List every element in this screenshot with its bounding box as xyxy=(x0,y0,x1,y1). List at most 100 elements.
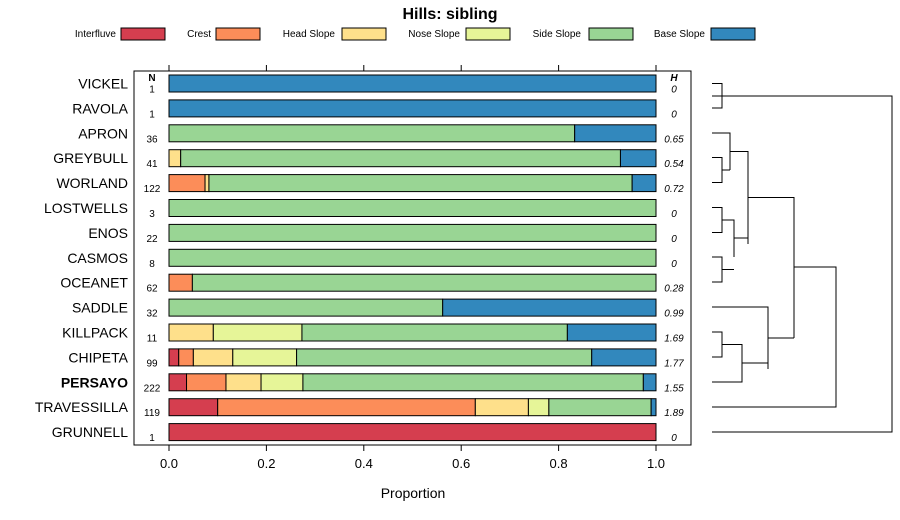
bar-segment-interfluve xyxy=(168,373,188,392)
bar-segment-head-slope xyxy=(225,373,262,392)
legend-swatch-head-slope xyxy=(341,27,387,41)
bar-segment-crest xyxy=(178,348,194,367)
legend-label-side-slope: Side Slope xyxy=(533,29,582,40)
row-label: SADDLE xyxy=(72,300,128,316)
bar-segment-base-slope xyxy=(619,149,657,168)
bar-segment-side-slope xyxy=(168,223,657,242)
row-h-value: 0.54 xyxy=(664,159,684,170)
row-label: VICKEL xyxy=(78,76,128,92)
row-h-value: 0.72 xyxy=(664,184,684,195)
row-h-value: 1.55 xyxy=(664,383,684,394)
bar-segment-side-slope xyxy=(296,348,593,367)
legend-label-interfluve: Interfluve xyxy=(75,29,117,40)
row-h-value: 0.28 xyxy=(664,284,684,295)
row-h-value: 0 xyxy=(671,234,677,245)
row-h-value: 0 xyxy=(671,85,677,96)
row-label: ENOS xyxy=(88,225,128,241)
bar-segment-base-slope xyxy=(168,74,657,93)
row-label: GRUNNELL xyxy=(52,424,128,440)
row-label: PERSAYO xyxy=(61,374,128,390)
x-tick-label: 0.2 xyxy=(257,456,275,471)
bar-rows: VICKEL 1 0 RAVOLA 1 0 APRON 36 0.65 GREYBULL 41 0.5… xyxy=(35,74,684,444)
legend-swatch-crest xyxy=(215,27,261,41)
bar-row: VICKEL 1 0 xyxy=(78,74,677,96)
bar-segment-side-slope xyxy=(208,174,633,193)
row-h-value: 1.69 xyxy=(664,334,684,345)
row-label: APRON xyxy=(78,125,128,141)
x-tick-label: 1.0 xyxy=(647,456,665,471)
bar-row: RAVOLA 1 0 xyxy=(72,99,677,120)
row-h-value: 0.65 xyxy=(664,134,684,145)
legend-swatch-base-slope xyxy=(710,27,756,41)
bar-segment-head-slope xyxy=(204,174,210,193)
bar-segment-base-slope xyxy=(591,348,657,367)
x-tick-label: 0.0 xyxy=(160,456,178,471)
row-label: OCEANET xyxy=(60,275,128,291)
chart-title: Hills: sibling xyxy=(402,6,497,23)
bar-row: KILLPACK 11 1.69 xyxy=(62,323,684,345)
bar-segment-side-slope xyxy=(302,373,644,392)
legend-label-base-slope: Base Slope xyxy=(654,29,706,40)
bar-row: ENOS 22 0 xyxy=(88,223,677,245)
row-h-value: 0 xyxy=(671,259,677,270)
bar-segment-base-slope xyxy=(442,298,657,317)
row-label: TRAVESSILLA xyxy=(35,399,129,415)
row-n-value: 62 xyxy=(146,284,158,295)
row-n-value: 99 xyxy=(146,358,158,369)
legend: Interfluve Crest Head Slope Nose Slope Side … xyxy=(75,27,756,41)
bar-segment-side-slope xyxy=(168,248,657,267)
row-label: GREYBULL xyxy=(53,150,128,166)
dendrogram xyxy=(712,83,893,433)
bar-segment-crest xyxy=(217,398,476,417)
bar-segment-side-slope xyxy=(168,124,576,143)
row-h-value: 0 xyxy=(671,433,677,444)
row-n-value: 36 xyxy=(146,134,158,145)
bar-row: TRAVESSILLA 119 1.89 xyxy=(35,398,684,419)
bar-segment-interfluve xyxy=(168,398,219,417)
row-label: RAVOLA xyxy=(72,100,128,116)
h-header: H xyxy=(670,73,678,84)
row-n-value: 3 xyxy=(149,209,155,220)
row-label: KILLPACK xyxy=(62,325,129,341)
legend-swatch-nose-slope xyxy=(465,27,511,41)
row-label: WORLAND xyxy=(56,175,128,191)
bar-row: GRUNNELL 1 0 xyxy=(52,423,677,444)
bar-segment-side-slope xyxy=(191,273,657,292)
bar-segment-interfluve xyxy=(168,348,180,367)
row-label: CASMOS xyxy=(67,250,128,266)
plot-frame xyxy=(133,70,692,446)
bar-row: CASMOS 8 0 xyxy=(67,248,677,270)
x-tick-label: 0.8 xyxy=(550,456,568,471)
bar-row: GREYBULL 41 0.54 xyxy=(53,149,684,170)
legend-swatch-interfluve xyxy=(120,27,166,41)
row-label: CHIPETA xyxy=(68,349,128,365)
bar-row: OCEANET 62 0.28 xyxy=(60,273,684,295)
x-axis-label: Proportion xyxy=(381,485,446,501)
bar-row: CHIPETA 99 1.77 xyxy=(68,348,684,369)
bar-segment-base-slope xyxy=(631,174,657,193)
bar-segment-head-slope xyxy=(168,149,182,168)
bar-segment-head-slope xyxy=(192,348,234,367)
row-h-value: 0 xyxy=(671,209,677,220)
bar-row: SADDLE 32 0.99 xyxy=(72,298,684,320)
bar-segment-head-slope xyxy=(474,398,529,417)
bar-segment-base-slope xyxy=(566,323,657,342)
row-label: LOSTWELLS xyxy=(44,200,128,216)
bar-segment-head-slope xyxy=(168,323,214,342)
bar-segment-crest xyxy=(186,373,227,392)
row-h-value: 0 xyxy=(671,109,677,120)
row-n-value: 22 xyxy=(146,234,158,245)
x-tick-label: 0.6 xyxy=(452,456,470,471)
legend-label-head-slope: Head Slope xyxy=(283,29,336,40)
bar-segment-nose-slope xyxy=(232,348,298,367)
row-n-value: 32 xyxy=(146,309,158,320)
row-n-value: 122 xyxy=(144,184,161,195)
bar-segment-crest xyxy=(168,273,193,292)
bar-segment-nose-slope xyxy=(527,398,550,417)
bar-segment-base-slope xyxy=(650,398,657,417)
bar-segment-side-slope xyxy=(548,398,652,417)
row-h-value: 1.77 xyxy=(664,358,684,369)
row-n-value: 41 xyxy=(146,159,158,170)
bar-segment-base-slope xyxy=(168,99,657,118)
row-n-value: 8 xyxy=(149,259,155,270)
